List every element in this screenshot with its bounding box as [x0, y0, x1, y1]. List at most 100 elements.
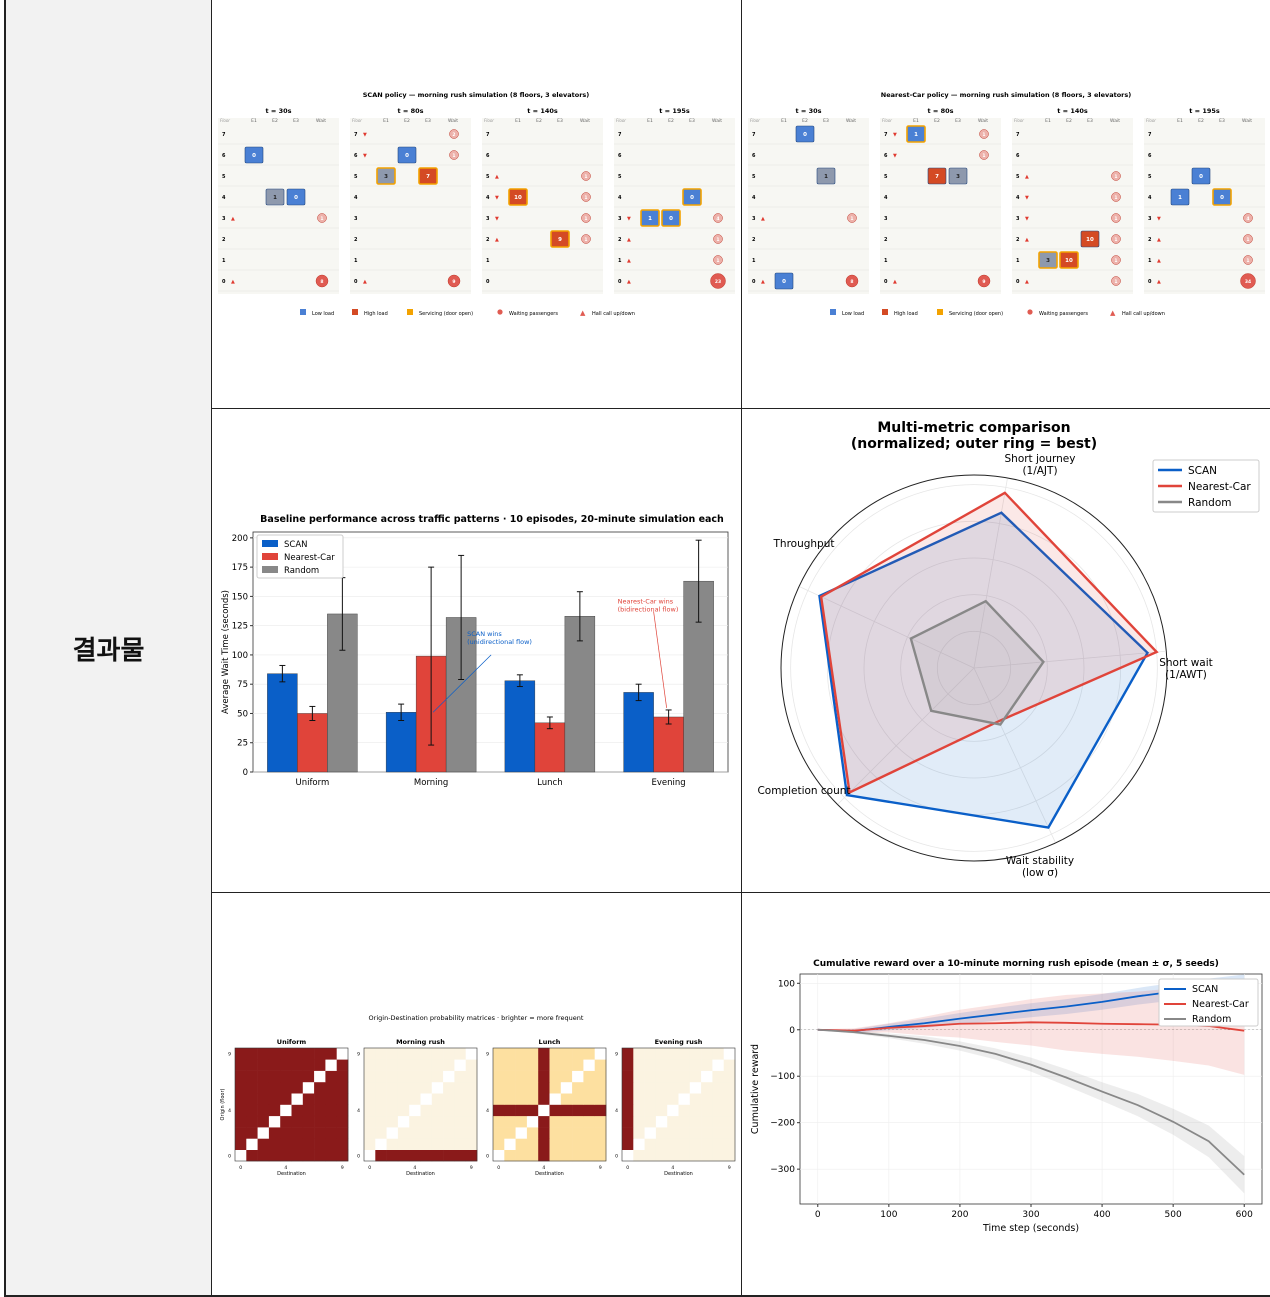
heatmap-cell	[235, 1115, 247, 1128]
heatmap-cell	[246, 1059, 258, 1071]
heatmap-cell	[594, 1104, 607, 1117]
heatmap-cell	[409, 1138, 421, 1150]
floor-label: 4	[354, 195, 358, 201]
heatmap-cell	[622, 1070, 634, 1083]
x-tick-label: 0	[815, 1210, 821, 1220]
x-tick-label: 600	[1236, 1210, 1253, 1220]
legend-label: SCAN	[284, 540, 308, 550]
heatmap-cell	[504, 1127, 516, 1139]
col-header-wait: Wait	[1242, 118, 1252, 124]
heatmap-cell	[431, 1070, 444, 1083]
heatmap-cell	[583, 1127, 595, 1139]
x-tick-label: Uniform	[295, 778, 329, 788]
y-tick-label: 0	[615, 1153, 618, 1159]
heatmap-cell	[526, 1149, 539, 1162]
floor-label: 4	[222, 195, 226, 201]
heatmap-cell	[655, 1081, 668, 1094]
heatmap-cell	[515, 1059, 528, 1071]
heatmap-cell	[678, 1104, 691, 1117]
heatmap-cell	[723, 1115, 736, 1128]
heatmap-cell	[504, 1149, 516, 1162]
elevator-car	[927, 167, 947, 185]
x-tick-label: 9	[728, 1165, 731, 1171]
heatmap-cell	[314, 1048, 326, 1060]
waiting-passengers-marker	[447, 274, 461, 288]
hall-call-icon: ▼	[893, 153, 897, 159]
y-tick-label: 100	[232, 651, 248, 661]
side-header-cell	[6, 0, 211, 1297]
heatmap-cell	[723, 1104, 736, 1117]
heatmap-cell	[235, 1059, 247, 1071]
elevator-load: 9	[558, 237, 562, 243]
heatmap-cell	[504, 1104, 516, 1117]
col-header-e1: E1	[251, 118, 257, 124]
waiting-passengers-marker	[713, 234, 723, 244]
elevator-car	[508, 188, 528, 206]
waiting-count: 1	[1114, 237, 1117, 243]
heatmap-cell	[336, 1138, 349, 1150]
heatmap-cell	[701, 1104, 713, 1117]
heatmap-cell	[409, 1149, 421, 1162]
grid-line	[211, 0, 212, 1297]
heatmap-cell	[572, 1138, 584, 1150]
elevator-load: 0	[690, 195, 694, 201]
heatmap-cell	[465, 1081, 478, 1094]
heatmap-cell	[268, 1059, 281, 1071]
heatmap-cell	[420, 1093, 433, 1105]
heatmap-cell	[633, 1059, 645, 1071]
y-tick-label: 9	[228, 1052, 231, 1058]
heatmap-cell	[291, 1081, 304, 1094]
heatmap-cell	[689, 1048, 702, 1060]
heatmap-cell	[701, 1127, 713, 1139]
heatmap-cell	[336, 1070, 349, 1083]
heatmap-cell	[572, 1081, 584, 1094]
heatmap-cell	[291, 1059, 304, 1071]
snapshot-bg	[614, 118, 735, 294]
waiting-passengers-marker	[713, 213, 723, 223]
y-axis-label: Origin (floor)	[220, 1088, 226, 1120]
x-tick-label: Evening	[652, 778, 686, 788]
heatmap-cell	[504, 1048, 516, 1060]
elevator-load: 0	[1220, 195, 1224, 201]
floor-label: 7	[486, 132, 490, 138]
bar	[267, 673, 298, 773]
heatmap-cell	[454, 1059, 466, 1071]
heatmap-cell	[302, 1059, 315, 1071]
heatmap-cell	[465, 1070, 478, 1083]
floor-label: 1	[1016, 258, 1020, 264]
radar-chart-cell: Multi-metric comparison (normalized; oute…	[742, 410, 1270, 892]
floor-label: 2	[1016, 237, 1020, 243]
heatmap-cell	[644, 1070, 657, 1083]
heatmap-cell	[622, 1127, 634, 1139]
heatmap-cell	[420, 1138, 433, 1150]
axis-label: Short journey	[1005, 453, 1076, 465]
waiting-passengers-marker	[1243, 234, 1253, 244]
floor-label: 5	[222, 174, 226, 180]
legend-label: High load	[364, 311, 388, 317]
legend-swatch	[300, 309, 306, 315]
heatmap-cell	[454, 1081, 466, 1094]
heatmap-cell	[689, 1081, 702, 1094]
heatmap-cell	[280, 1070, 292, 1083]
elevator-load: 10	[1086, 237, 1094, 243]
heatmap-cell	[723, 1059, 736, 1071]
heatmap-cell	[302, 1127, 315, 1139]
heatmap-cell	[723, 1127, 736, 1139]
bar-chart: Baseline performance across traffic patt…	[221, 514, 729, 788]
col-header-e1: E1	[1177, 118, 1183, 124]
elevator-car	[1212, 188, 1232, 206]
heatmap-cell	[325, 1104, 337, 1117]
hall-call-icon: ▲	[1025, 174, 1029, 180]
heatmap-cell	[594, 1127, 607, 1139]
hall-call-icon: ▼	[627, 216, 631, 222]
floor-label: 1	[486, 258, 490, 264]
waiting-passengers-marker	[1111, 171, 1121, 181]
x-tick-label: 9	[599, 1165, 602, 1171]
heatmap-cell	[397, 1048, 410, 1060]
heatmap-cell	[443, 1093, 455, 1105]
heatmap-cell	[633, 1115, 645, 1128]
annotation-text: (bidirectional flow)	[618, 606, 679, 614]
heatmap-cell	[454, 1104, 466, 1117]
snapshot-time: t = 195s	[1189, 107, 1220, 115]
heatmap-cell	[644, 1138, 657, 1150]
